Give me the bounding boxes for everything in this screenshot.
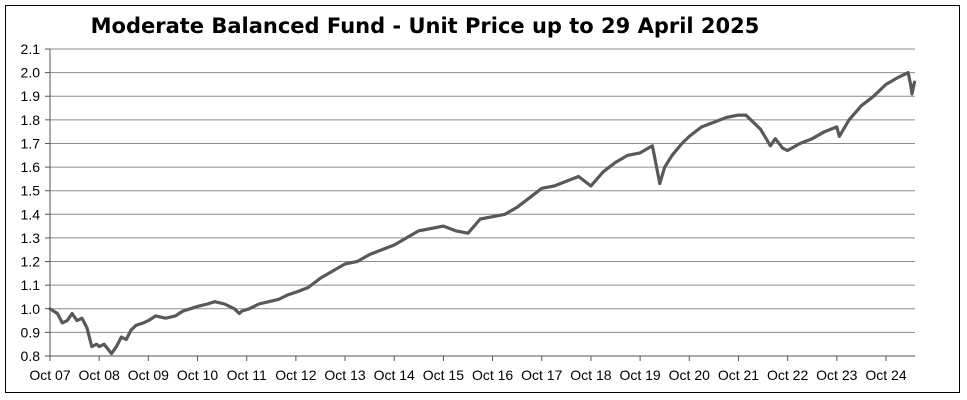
y-tick-label: 2.1 [21,41,41,57]
x-tick-label: Oct 20 [669,367,710,383]
y-tick-label: 1.1 [21,277,41,293]
y-tick-label: 1.6 [21,159,41,175]
gridlines [50,48,915,333]
x-tick-label: Oct 22 [767,367,808,383]
x-tick-label: Oct 13 [324,367,365,383]
x-tick-label: Oct 09 [128,367,169,383]
chart-frame [5,5,960,393]
y-tick-label: 1.5 [21,183,41,199]
chart-title: Moderate Balanced Fund - Unit Price up t… [90,14,760,38]
axes [45,48,915,361]
x-tick-label: Oct 12 [275,367,316,383]
x-tick-label: Oct 19 [619,367,660,383]
x-tick-label: Oct 24 [865,367,906,383]
y-tick-label: 1.9 [21,88,41,104]
x-tick-label: Oct 23 [816,367,857,383]
y-tick-label: 1.8 [21,112,41,128]
x-tick-label: Oct 15 [423,367,464,383]
x-tick-label: Oct 07 [29,367,70,383]
x-tick-label: Oct 18 [570,367,611,383]
x-tick-label: Oct 08 [79,367,120,383]
y-tick-label: 1.2 [21,254,41,270]
y-tick-label: 0.8 [21,348,41,364]
x-tick-label: Oct 16 [472,367,513,383]
y-tick-label: 1.0 [21,301,41,317]
series-line-unit-price [48,70,917,356]
y-tick-label: 0.9 [21,324,41,340]
x-tick-label: Oct 17 [521,367,562,383]
x-tick-labels: Oct 07 Oct 08 Oct 09 Oct 10 Oct 11 Oct 12 Oct … [29,367,906,383]
series-layer [48,70,917,356]
y-tick-label: 2.0 [21,65,41,81]
y-tick-label: 1.3 [21,230,41,246]
y-tick-label: 1.4 [21,206,41,222]
y-tick-label: 1.7 [21,135,41,151]
x-tick-label: Oct 21 [718,367,759,383]
x-tick-label: Oct 14 [374,367,415,383]
x-tick-label: Oct 11 [227,367,267,383]
y-tick-labels: 0.8 0.9 1.0 1.1 1.2 1.3 1.4 1.5 1.6 1.7 1.8 1.9 2.0 2… [21,41,41,364]
x-tick-label: Oct 10 [177,367,218,383]
